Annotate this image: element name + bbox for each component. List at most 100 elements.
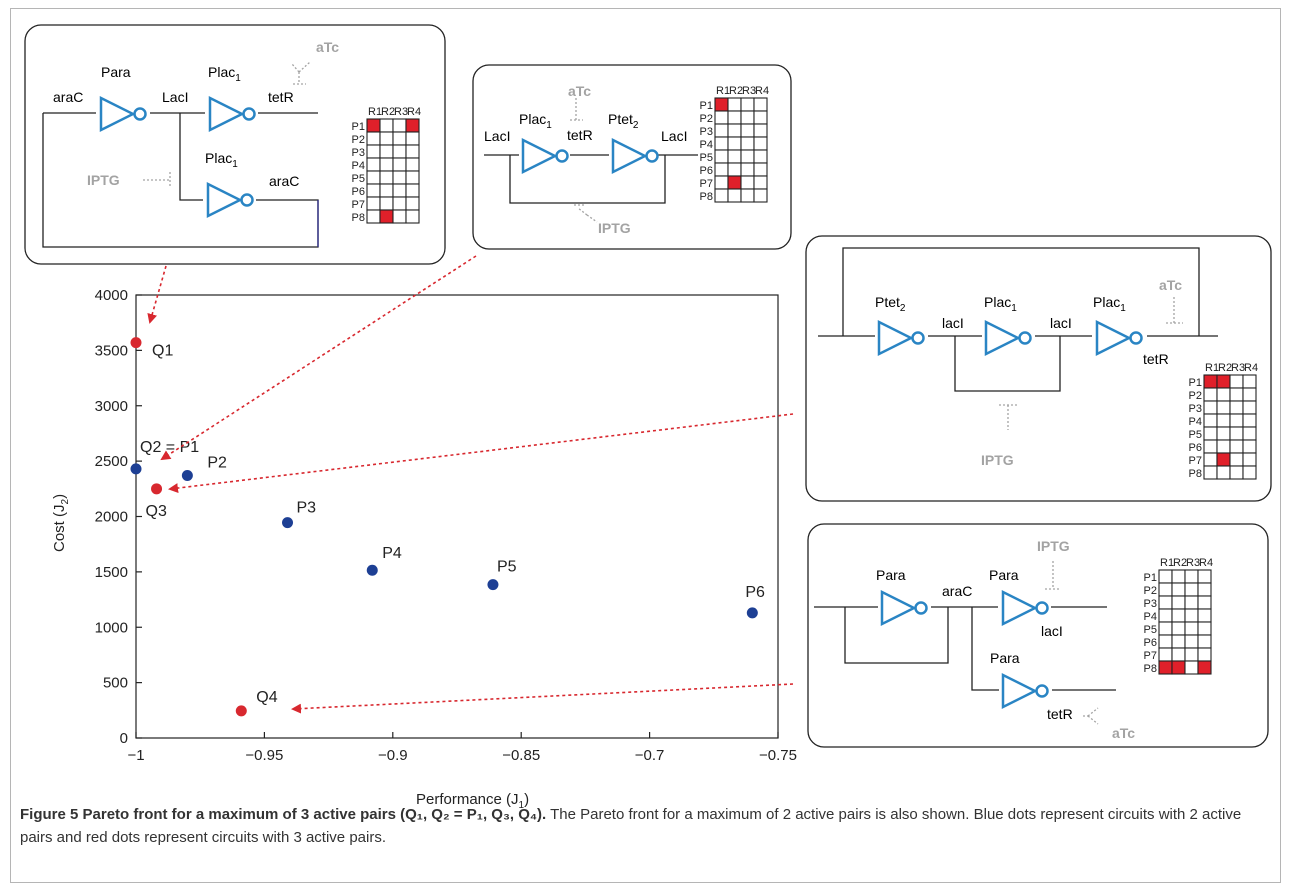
matrix-cell bbox=[1229, 374, 1244, 389]
matrix-cell bbox=[392, 209, 407, 224]
inducer-q4-iptg: IPTG bbox=[1037, 538, 1070, 554]
point-label: Q1 bbox=[152, 343, 173, 360]
matrix-cell bbox=[379, 209, 394, 224]
matrix-cell bbox=[714, 97, 729, 112]
y-axis-ticks: 0 500 1000 1500 2000 2500 3000 3500 4000 bbox=[95, 287, 142, 747]
matrix-col-label: R3 bbox=[1231, 362, 1245, 374]
x-axis-ticks: −1 −0.95 −0.9 −0.85 −0.7 −0.75 bbox=[127, 732, 797, 764]
inducer-q1-atc: aTc bbox=[316, 39, 339, 55]
matrix-cell bbox=[1216, 374, 1231, 389]
matrix-col-label: R1 bbox=[368, 106, 382, 118]
matrix-col-label: R2 bbox=[1173, 557, 1187, 569]
point-q3 bbox=[151, 483, 163, 495]
matrix-cell bbox=[1197, 569, 1212, 584]
gate-q3-1-output: lacI bbox=[942, 315, 964, 331]
matrix-cell bbox=[740, 188, 755, 203]
arrow-q3 bbox=[168, 413, 794, 494]
matrix-cell bbox=[1158, 621, 1173, 636]
matrix-cell bbox=[1203, 400, 1218, 415]
matrix-cell bbox=[405, 183, 420, 198]
matrix-cell bbox=[1197, 608, 1212, 623]
matrix-cell bbox=[1158, 660, 1173, 675]
matrix-cell bbox=[379, 157, 394, 172]
matrix-cell bbox=[1184, 608, 1199, 623]
point-p2 bbox=[181, 470, 193, 482]
gate-q4-2-promoter: Para bbox=[989, 567, 1019, 583]
matrix-cell bbox=[366, 196, 381, 211]
matrix-cell bbox=[1171, 608, 1186, 623]
matrix-cell bbox=[405, 157, 420, 172]
matrix-cell bbox=[753, 97, 768, 112]
matrix-row-label: P7 bbox=[1144, 650, 1157, 662]
point-q2-p1 bbox=[130, 463, 142, 475]
matrix-cell bbox=[1171, 647, 1186, 662]
matrix-cell bbox=[1229, 387, 1244, 402]
point-label: P5 bbox=[497, 559, 517, 576]
matrix-cell bbox=[1242, 452, 1257, 467]
matrix-cell bbox=[1203, 413, 1218, 428]
matrix-cell bbox=[1242, 426, 1257, 441]
gate-q1-2-promoter: Plac1 bbox=[208, 64, 241, 84]
matrix-cell bbox=[392, 157, 407, 172]
x-tick-label: −0.7 bbox=[635, 747, 665, 764]
matrix-cell bbox=[1203, 465, 1218, 480]
gate-q3-2-output: lacI bbox=[1050, 315, 1072, 331]
matrix-cell bbox=[1229, 439, 1244, 454]
matrix-cell bbox=[1242, 400, 1257, 415]
matrix-row-label: P5 bbox=[1144, 624, 1157, 636]
matrix-cell bbox=[366, 170, 381, 185]
matrix-cell bbox=[740, 149, 755, 164]
matrix-cell bbox=[753, 136, 768, 151]
matrix-col-label: R4 bbox=[1199, 557, 1213, 569]
matrix-row-label: P1 bbox=[1189, 377, 1202, 389]
point-p3 bbox=[282, 517, 294, 529]
circuit-panel-q1: Para araC LacI Plac1 tetR Plac1 araC aTc… bbox=[24, 24, 446, 265]
point-q4 bbox=[235, 705, 247, 717]
y-tick-label: 500 bbox=[103, 675, 128, 692]
matrix-cell bbox=[1197, 582, 1212, 597]
plot-area bbox=[135, 294, 779, 739]
point-label: P4 bbox=[382, 545, 402, 562]
matrix-col-label: R1 bbox=[1205, 362, 1219, 374]
matrix-cell bbox=[1171, 621, 1186, 636]
matrix-cell bbox=[379, 144, 394, 159]
matrix-cell bbox=[1184, 634, 1199, 649]
matrix-row-label: P1 bbox=[700, 100, 713, 112]
matrix-cell bbox=[405, 170, 420, 185]
matrix-row-label: P3 bbox=[352, 147, 365, 159]
matrix-cell bbox=[740, 123, 755, 138]
inducer-q1-iptg: IPTG bbox=[87, 172, 120, 188]
matrix-cell bbox=[379, 196, 394, 211]
matrix-cell bbox=[392, 118, 407, 133]
gate-q1-3-output: araC bbox=[269, 173, 299, 189]
matrix-cell bbox=[1216, 465, 1231, 480]
matrix-cell bbox=[1242, 374, 1257, 389]
gate-q2-2-output: LacI bbox=[661, 128, 687, 144]
figure-caption: Figure 5 Pareto front for a maximum of 3… bbox=[20, 803, 1270, 849]
matrix-cell bbox=[753, 123, 768, 138]
x-tick-label: −0.75 bbox=[759, 747, 797, 764]
matrix-row-label: P2 bbox=[352, 134, 365, 146]
point-p4 bbox=[366, 564, 378, 576]
x-tick-label: −0.85 bbox=[502, 747, 540, 764]
matrix-cell bbox=[714, 175, 729, 190]
matrix-cell bbox=[740, 136, 755, 151]
matrix-cell bbox=[1229, 426, 1244, 441]
caption-text: The Pareto front for a maximum of 2 acti… bbox=[20, 806, 1242, 846]
arrow-q4 bbox=[291, 683, 794, 714]
matrix-cell bbox=[1216, 452, 1231, 467]
matrix-cell bbox=[405, 196, 420, 211]
matrix-cell bbox=[727, 149, 742, 164]
matrix-cell bbox=[1158, 595, 1173, 610]
arrow-q2 bbox=[160, 255, 477, 461]
inducer-q3-iptg: IPTG bbox=[981, 452, 1014, 468]
inducer-q2-atc: aTc bbox=[568, 83, 591, 99]
matrix-row-label: P8 bbox=[1189, 468, 1202, 480]
gate-q2-1-output: tetR bbox=[567, 127, 593, 143]
matrix-cell bbox=[1158, 647, 1173, 662]
matrix-cell bbox=[727, 162, 742, 177]
matrix-col-label: R2 bbox=[1218, 362, 1232, 374]
annotation-arrows bbox=[147, 255, 794, 714]
